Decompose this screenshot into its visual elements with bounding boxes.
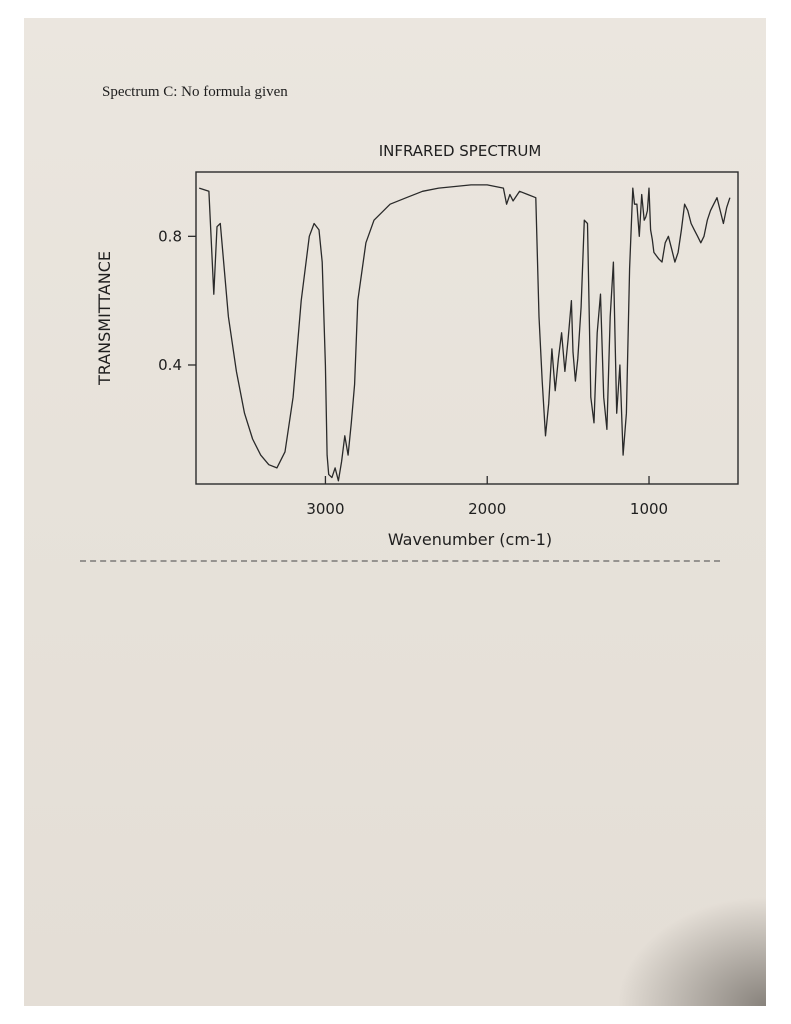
- x-axis-label: Wavenumber (cm-1): [388, 530, 552, 549]
- cut-off-text-line: [80, 560, 720, 562]
- plot-frame: [195, 171, 739, 485]
- y-tick-label: 0.4: [158, 356, 182, 374]
- y-tick-group: 0.8 0.4: [158, 227, 196, 374]
- x-tick-label: 1000: [630, 500, 668, 518]
- spectrum-line: [198, 184, 731, 482]
- y-tick-label: 0.8: [158, 227, 182, 245]
- page-heading: Spectrum C: No formula given: [102, 84, 288, 100]
- x-tick-label: 2000: [468, 500, 506, 518]
- series-layer: [198, 184, 731, 482]
- chart-title: INFRARED SPECTRUM: [379, 142, 542, 160]
- y-axis-label: TRANSMITTANCE: [95, 251, 114, 386]
- x-tick-label: 3000: [306, 500, 344, 518]
- x-tick-group: 3000 2000 1000: [306, 476, 668, 518]
